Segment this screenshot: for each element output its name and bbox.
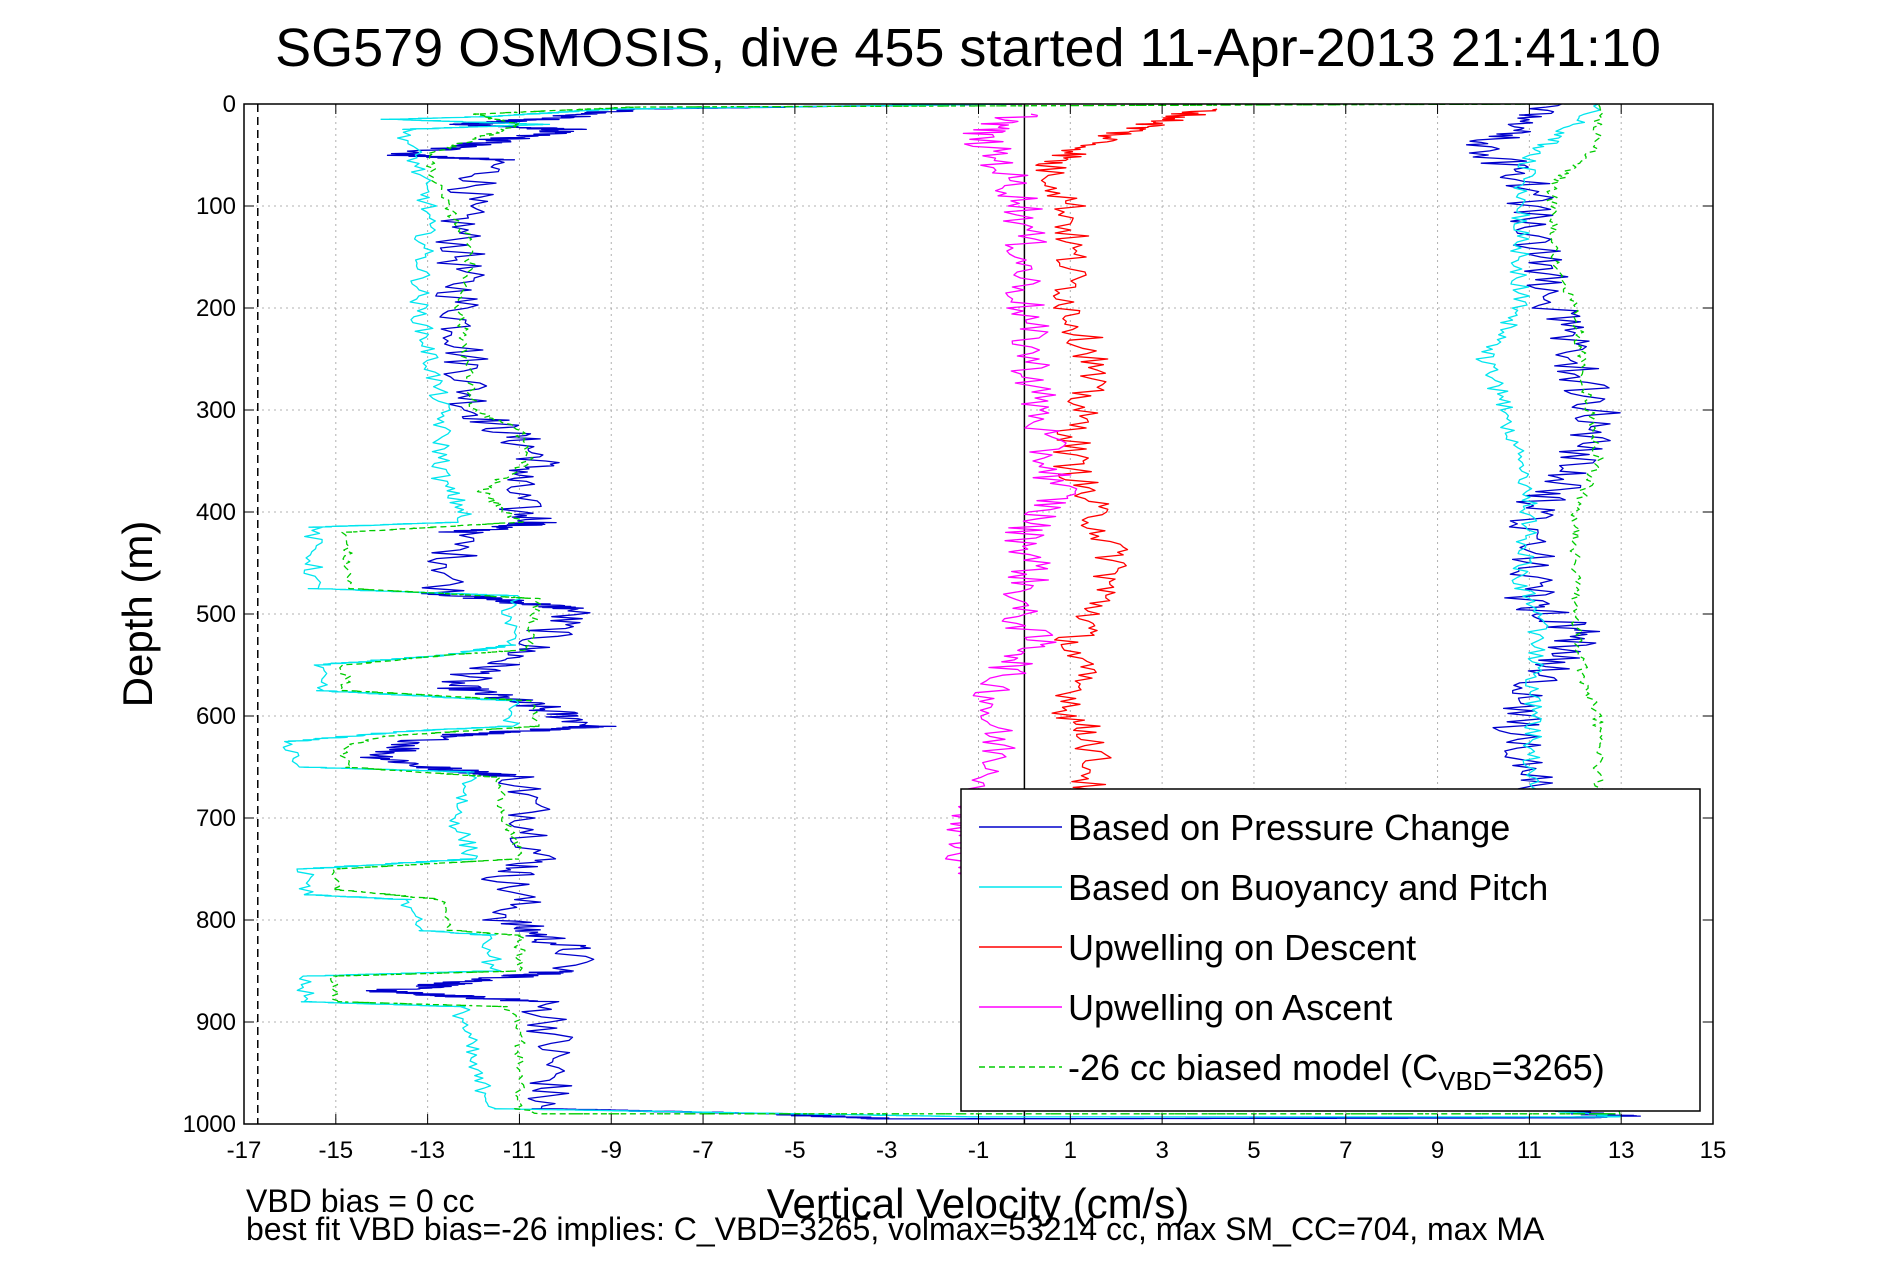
y-tick-label: 1000 [183,1111,236,1138]
x-tick-label: -9 [601,1137,622,1164]
x-tick-label: 15 [1700,1137,1727,1164]
x-tick-label: 3 [1155,1137,1168,1164]
x-tick-label: -3 [876,1137,897,1164]
x-tick-label: -5 [784,1137,805,1164]
x-tick-label: -15 [318,1137,353,1164]
legend-label: Based on Pressure Change [1068,807,1510,848]
axis-ticks [243,103,1714,1125]
x-tick-label: 1 [1064,1137,1077,1164]
x-tick-label: 9 [1431,1137,1444,1164]
legend-label: Based on Buoyancy and Pitch [1068,867,1548,908]
series-line-4 [944,113,1078,880]
y-tick-label: 300 [196,397,236,424]
footnote-vbd-bias: VBD bias = 0 cc [246,1183,475,1219]
y-tick-label: 400 [196,499,236,526]
x-tick-label: -13 [410,1137,445,1164]
legend-label: Upwelling on Ascent [1068,987,1392,1028]
y-tick-label: 900 [196,1009,236,1036]
x-tick-label: 13 [1608,1137,1635,1164]
legend-label: Upwelling on Descent [1068,927,1416,968]
y-tick-label: 600 [196,703,236,730]
legend-label: -26 cc biased model (CVBD=3265) [1068,1047,1605,1096]
x-tick-label: -17 [227,1137,262,1164]
y-tick-label: 500 [196,601,236,628]
y-tick-label: 800 [196,907,236,934]
series-line-3 [1035,108,1218,809]
x-tick-label: -1 [968,1137,989,1164]
x-axis-label: Vertical Velocity (cm/s) [767,1180,1189,1227]
y-tick-label: 100 [196,193,236,220]
series-line-5 [329,104,1621,1115]
y-axis-label: Depth (m) [114,521,161,708]
legend-box [960,788,1701,1112]
y-tick-labels: 0 100 200 300 400 500 600 700 800 900 1000 [183,91,236,1138]
y-tick-label: 200 [196,295,236,322]
legend: Based on Pressure Change Based on Buoyanc… [960,788,1701,1112]
y-tick-label: 700 [196,805,236,832]
x-tick-labels: -17 -15 -13 -11 -9 -7 -5 -3 -1 1 3 5 7 9 11 13 15 [227,1137,1727,1164]
x-tick-label: -11 [503,1137,536,1164]
footnote-best-fit: best fit VBD bias=-26 implies: C_VBD=326… [246,1211,1545,1247]
y-tick-label: 0 [223,91,236,118]
x-tick-label: 5 [1247,1137,1260,1164]
chart-title: SG579 OSMOSIS, dive 455 started 11-Apr-2… [275,18,1661,78]
x-tick-label: 7 [1339,1137,1352,1164]
x-tick-label: -7 [692,1137,713,1164]
x-tick-label: 11 [1517,1137,1542,1164]
